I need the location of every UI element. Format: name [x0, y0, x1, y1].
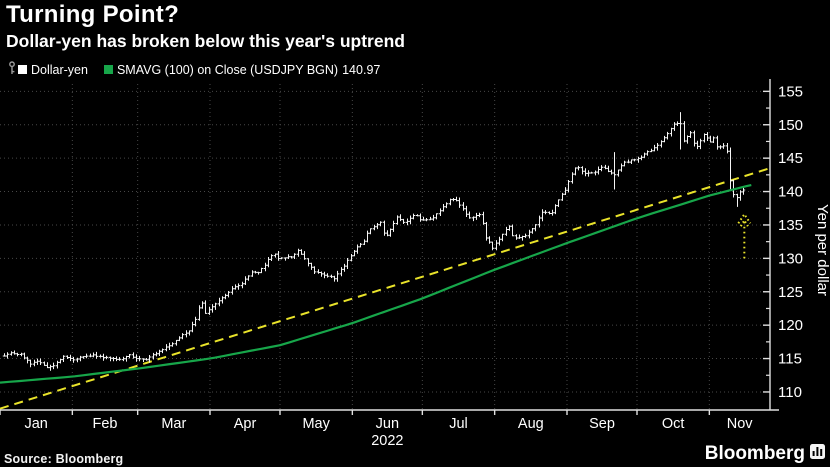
- chart-legend: Dollar-yen SMAVG (100) on Close (USDJPY …: [7, 61, 380, 78]
- page-title: Turning Point?: [6, 1, 180, 28]
- x-month-label: Apr: [234, 416, 257, 432]
- y-tick-label: 155: [778, 83, 803, 100]
- y-axis-title: Yen per dollar: [814, 204, 830, 296]
- x-month-label: Feb: [93, 416, 118, 432]
- uptrend-line: [0, 167, 771, 410]
- smavg-line: [0, 184, 752, 384]
- y-tick-label: 110: [778, 384, 802, 401]
- x-month-label: Jun: [376, 416, 399, 432]
- x-month-label: Nov: [727, 416, 754, 432]
- x-month-label: Sep: [589, 416, 615, 432]
- legend-swatch-smavg: [103, 65, 113, 74]
- x-month-label: Mar: [161, 416, 186, 432]
- y-tick-label: 125: [778, 284, 803, 301]
- dollar-yen-price-bars: [2, 112, 746, 371]
- x-year-label: 2022: [371, 433, 403, 449]
- y-tick-label: 115: [778, 351, 802, 368]
- breakdown-arrow-head: [737, 212, 752, 227]
- y-tick-label: 150: [778, 117, 803, 134]
- legend-key-icon: [7, 61, 17, 78]
- legend-swatch-dollar-yen: [18, 65, 27, 74]
- x-month-label: Jan: [24, 416, 47, 432]
- source-label: Source: Bloomberg: [4, 452, 124, 466]
- page-subtitle: Dollar-yen has broken below this year's …: [6, 31, 405, 51]
- y-tick-label: 120: [778, 317, 803, 334]
- y-tick-label: 140: [778, 184, 803, 201]
- y-tick-label: 145: [778, 150, 803, 167]
- legend-value-smavg: 140.97: [342, 62, 381, 77]
- legend-label-dollar-yen: Dollar-yen: [31, 62, 88, 77]
- x-month-label: Aug: [518, 416, 544, 432]
- x-month-label: May: [302, 416, 330, 432]
- x-month-label: Jul: [449, 416, 468, 432]
- y-tick-label: 135: [778, 217, 803, 234]
- bloomberg-logo-icon: [810, 443, 825, 465]
- bloomberg-brand: Bloomberg: [705, 443, 825, 465]
- y-tick-label: 130: [778, 250, 803, 267]
- legend-label-smavg: SMAVG (100) on Close (USDJPY BGN): [116, 62, 339, 77]
- bloomberg-wordmark: Bloomberg: [704, 443, 805, 464]
- x-month-label: Oct: [662, 416, 685, 432]
